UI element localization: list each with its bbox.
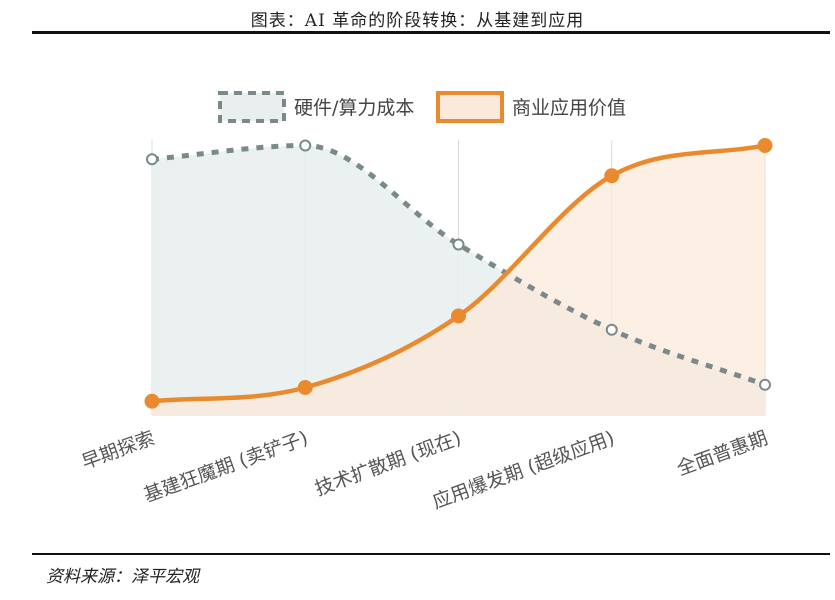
top-rule	[32, 31, 830, 34]
chart-title: 图表：AI 革命的阶段转换：从基建到应用	[250, 11, 585, 31]
series-0-point-4	[759, 378, 771, 391]
legend-swatch-hardware-cost	[218, 91, 286, 123]
series-0-point-1	[299, 139, 312, 152]
series-1-point-0	[144, 393, 160, 409]
series-0-point-0	[146, 153, 158, 166]
series-area-1	[152, 145, 765, 415]
category-label-0: 早期探索	[79, 427, 158, 474]
source-note: 资料来源：泽平宏观	[46, 567, 199, 587]
category-label-1: 基建狂魔期 (卖铲子)	[141, 427, 311, 507]
category-label-4: 全面普惠期	[674, 427, 771, 480]
series-1-point-1	[297, 380, 313, 395]
series-0-point-3	[605, 323, 618, 336]
legend-swatch-business-value	[436, 91, 504, 123]
legend-label-hardware-cost: 硬件/算力成本	[294, 97, 414, 119]
legend-label-business-value: 商业应用价值	[512, 97, 626, 119]
series-0-point-2	[452, 238, 465, 251]
series-1-point-3	[604, 168, 620, 184]
series-1-point-4	[757, 138, 773, 153]
series-1-point-2	[451, 308, 466, 324]
series-line-0	[151, 142, 766, 388]
bottom-rule	[32, 553, 830, 555]
